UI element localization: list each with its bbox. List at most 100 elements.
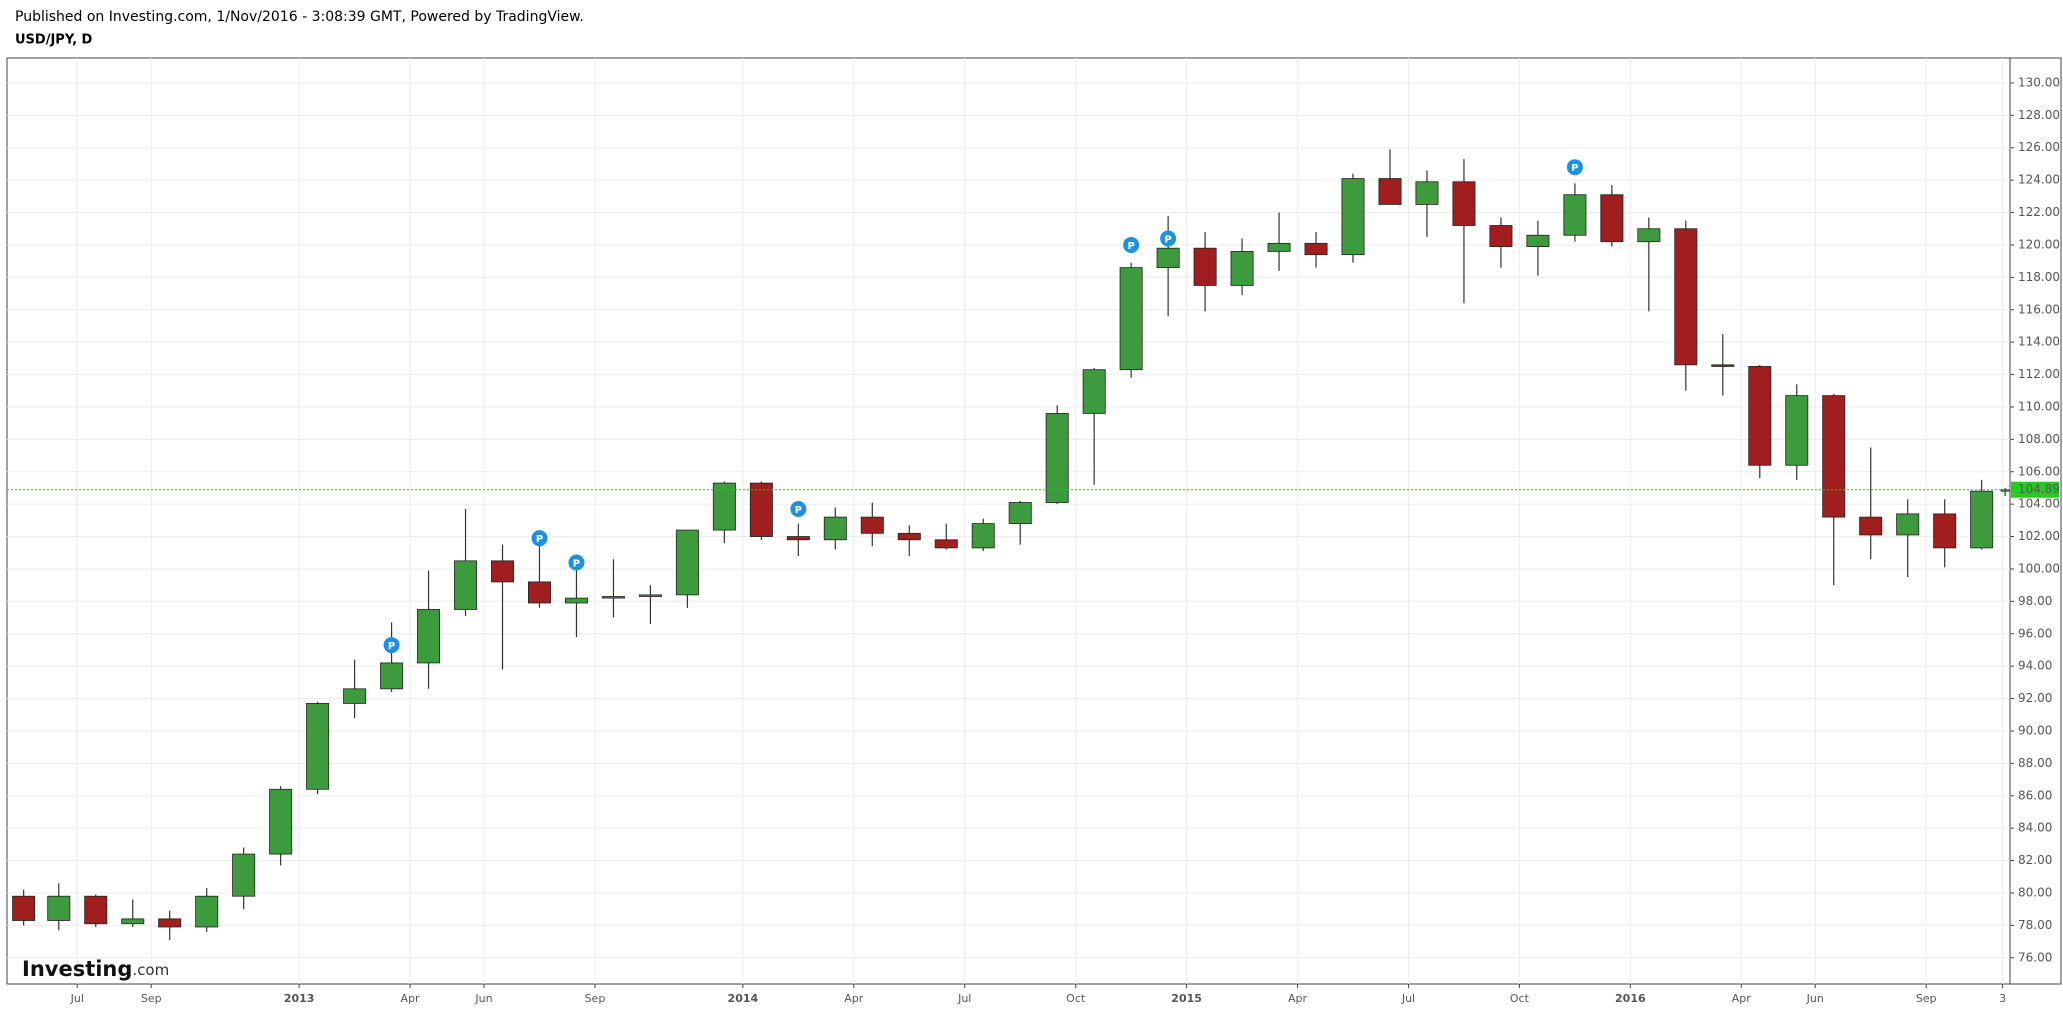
y-tick-label: 118.00	[2018, 270, 2060, 284]
candle-body	[1563, 194, 1587, 236]
candle-body	[860, 516, 884, 534]
event-marker-label: P	[1571, 163, 1578, 174]
last-price-label: 104.89	[2018, 482, 2060, 496]
publish-note: Published on Investing.com, 1/Nov/2016 -…	[15, 9, 584, 25]
grid	[7, 58, 2010, 984]
y-tick-label: 102.00	[2018, 529, 2060, 543]
candle-body	[47, 895, 71, 921]
candle-body	[158, 918, 182, 928]
candle-body	[675, 529, 699, 596]
candle-body	[1748, 366, 1772, 466]
y-tick-label: 86.00	[2018, 788, 2052, 802]
candle-body	[564, 597, 588, 604]
candle-body	[1341, 178, 1365, 256]
x-tick-label: Apr	[1288, 992, 1308, 1005]
y-tick-label: 106.00	[2018, 464, 2060, 478]
candle-body	[601, 596, 625, 599]
candle-body	[1822, 395, 1846, 518]
x-tick-label: Apr	[401, 992, 421, 1005]
y-tick-label: 96.00	[2018, 626, 2052, 640]
x-tick-label: Jul	[957, 992, 971, 1005]
candle-body	[749, 482, 773, 537]
y-tick-label: 128.00	[2018, 108, 2060, 122]
event-marker-label: P	[1164, 234, 1171, 245]
candle-body	[1933, 513, 1957, 549]
candle-body	[1045, 413, 1069, 503]
y-tick-label: 94.00	[2018, 659, 2052, 673]
candle-body	[638, 594, 662, 597]
candle-body	[1637, 228, 1661, 243]
candle-body	[1008, 502, 1032, 524]
y-tick-label: 82.00	[2018, 853, 2052, 867]
last-price-box	[2011, 481, 2059, 498]
y-tick-label: 114.00	[2018, 335, 2060, 349]
x-tick-label: Jul	[70, 992, 84, 1005]
candle-body	[1859, 516, 1883, 536]
x-tick-label: Jun	[474, 992, 492, 1005]
y-tick-label: 92.00	[2018, 691, 2052, 705]
candle-body	[1452, 181, 1476, 226]
event-marker	[790, 501, 807, 518]
candle-body	[1378, 178, 1402, 205]
watermark-domain: .com	[132, 961, 169, 979]
candle-body	[1156, 247, 1180, 269]
x-tick-label: Apr	[1732, 992, 1752, 1005]
candle-body	[971, 523, 995, 549]
x-tick-label: Oct	[1510, 992, 1530, 1005]
y-tick-label: 76.00	[2018, 950, 2052, 964]
x-tick-label: 3	[1999, 992, 2006, 1005]
candle-body	[491, 560, 515, 583]
y-tick-label: 110.00	[2018, 399, 2060, 413]
candle-body	[1674, 228, 1698, 366]
candle-body	[527, 581, 551, 604]
y-tick-label: 112.00	[2018, 367, 2060, 381]
x-tick-label: Sep	[585, 992, 606, 1005]
candle-body	[1193, 247, 1217, 286]
event-marker-label: P	[573, 558, 580, 569]
candle-body	[1082, 369, 1106, 414]
y-tick-label: 84.00	[2018, 821, 2052, 835]
event-marker-label: P	[388, 641, 395, 652]
candle-body	[1304, 242, 1328, 256]
candle-body	[195, 895, 219, 928]
watermark: Investing.com	[22, 957, 169, 981]
candle-body	[121, 918, 145, 925]
x-tick-label: Sep	[1916, 992, 1937, 1005]
price-axis-frame	[2009, 57, 2062, 985]
event-marker	[1160, 230, 1177, 247]
candle-body	[1711, 364, 1735, 367]
candle-body	[84, 895, 108, 925]
y-tick-label: 100.00	[2018, 561, 2060, 575]
event-marker	[531, 530, 548, 547]
x-tick-label: 2014	[728, 992, 759, 1005]
candle-body	[1489, 225, 1513, 247]
candle-body	[380, 662, 404, 690]
x-tick-label: Jul	[1401, 992, 1415, 1005]
x-tick-label: Oct	[1066, 992, 1086, 1005]
y-tick-label: 124.00	[2018, 173, 2060, 187]
y-tick-label: 90.00	[2018, 723, 2052, 737]
y-tick-label: 130.00	[2018, 75, 2060, 89]
event-marker-label: P	[1127, 241, 1134, 252]
y-tick-label: 98.00	[2018, 594, 2052, 608]
candle-body	[1896, 513, 1920, 536]
x-tick-label: Sep	[141, 992, 162, 1005]
axes: 76.00 78.00 80.00 82.00 84.00 86.00 88.00 90.00…	[70, 75, 2060, 1005]
candle-body	[1267, 242, 1291, 252]
candle-body	[823, 516, 847, 541]
y-tick-label: 104.00	[2018, 497, 2060, 511]
y-tick-label: 78.00	[2018, 918, 2052, 932]
watermark-brand: Investing	[22, 957, 132, 981]
event-marker	[1566, 159, 1583, 176]
candle-body	[2000, 489, 2010, 492]
event-marker	[568, 554, 585, 571]
candle-body	[1119, 267, 1143, 371]
candle-body	[934, 539, 958, 549]
chart-title: USD/JPY, D	[15, 33, 93, 48]
y-tick-label: 80.00	[2018, 885, 2052, 899]
candle-body	[343, 688, 367, 704]
x-tick-label: 2015	[1171, 992, 1202, 1005]
x-tick-label: 2013	[284, 992, 315, 1005]
